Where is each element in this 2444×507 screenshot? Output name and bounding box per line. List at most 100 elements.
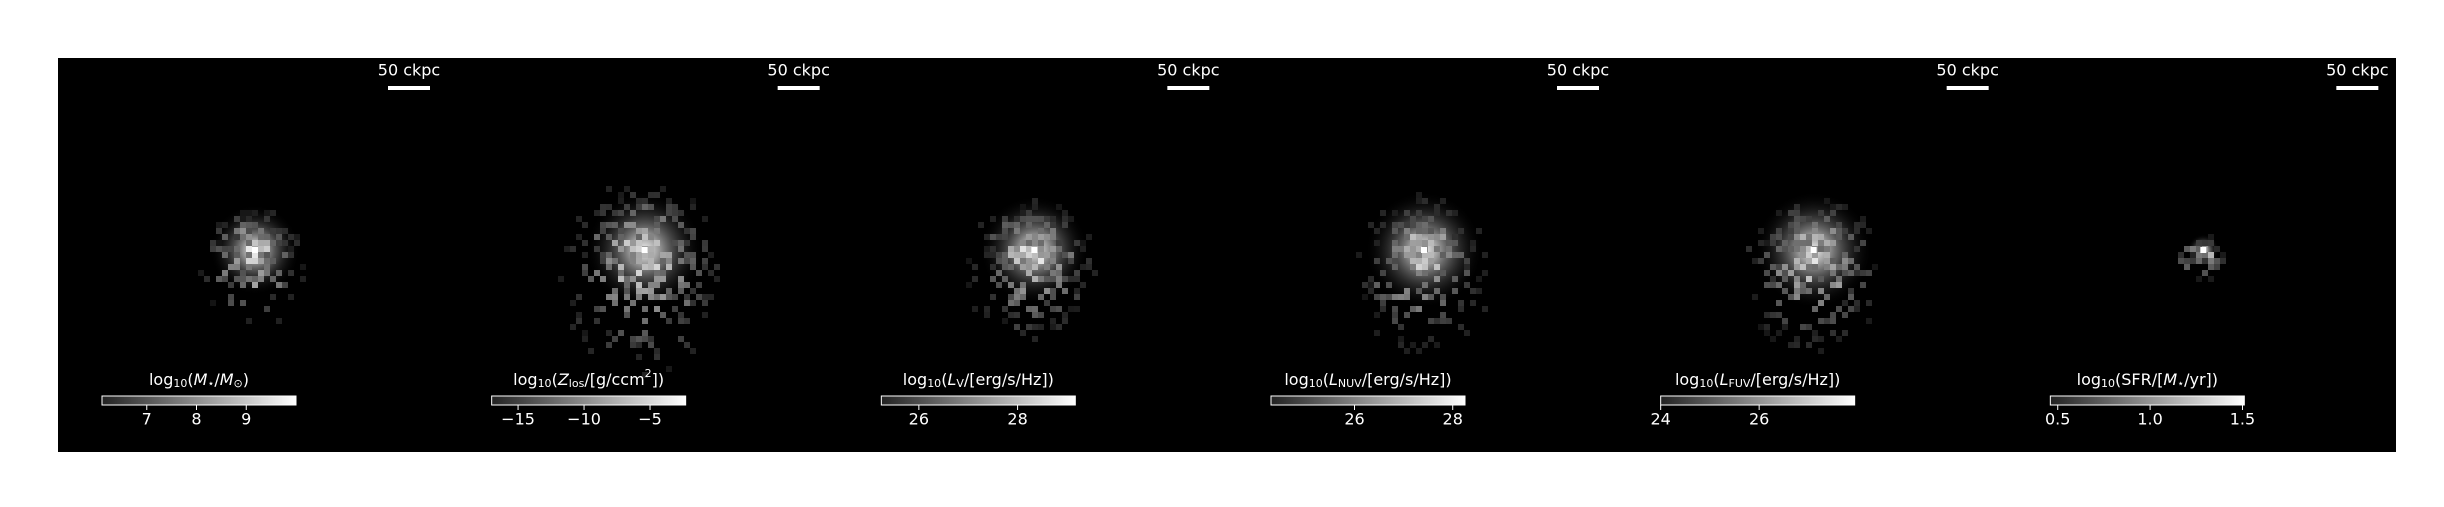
galaxy-pixel: [648, 294, 654, 300]
galaxy-pixel: [666, 258, 672, 264]
galaxy-pixel: [2214, 264, 2220, 270]
galaxy-pixel: [636, 252, 642, 258]
galaxy-pixel: [2184, 258, 2190, 264]
galaxy-pixel: [1470, 240, 1476, 246]
galaxy-pixel: [1416, 222, 1422, 228]
galaxy-pixel: [1002, 216, 1008, 222]
galaxy-pixel: [564, 246, 570, 252]
label-part: L: [947, 370, 956, 389]
galaxy-pixel: [300, 264, 306, 270]
galaxy-pixel: [2208, 258, 2214, 264]
galaxy-pixel: [1764, 330, 1770, 336]
galaxy-pixel: [624, 204, 630, 210]
galaxy-pixel: [240, 276, 246, 282]
galaxy-pixel: [1038, 258, 1044, 264]
galaxy-pixel: [1026, 258, 1032, 264]
galaxy-pixel: [264, 246, 270, 252]
galaxy-pixel: [648, 234, 654, 240]
galaxy-pixel: [246, 210, 252, 216]
galaxy-pixel: [1026, 210, 1032, 216]
galaxy-pixel: [1794, 246, 1800, 252]
galaxy-pixel: [642, 252, 648, 258]
galaxy-pixel: [1056, 282, 1062, 288]
galaxy-pixel: [1002, 264, 1008, 270]
galaxy-pixel: [1050, 306, 1056, 312]
galaxy-pixel: [1452, 234, 1458, 240]
galaxy-pixel: [1770, 336, 1776, 342]
galaxy-pixel: [264, 216, 270, 222]
galaxy-pixel: [1434, 276, 1440, 282]
galaxy-pixel: [1392, 264, 1398, 270]
galaxy-pixel: [648, 192, 654, 198]
galaxy-pixel: [678, 288, 684, 294]
galaxy-pixel: [1464, 264, 1470, 270]
galaxy-pixel: [1404, 210, 1410, 216]
galaxy-pixel: [654, 240, 660, 246]
galaxy-pixel: [666, 264, 672, 270]
galaxy-pixel: [642, 306, 648, 312]
galaxy-pixel: [606, 264, 612, 270]
galaxy-pixel: [216, 228, 222, 234]
galaxy-pixel: [702, 246, 708, 252]
galaxy-pixel: [1422, 252, 1428, 258]
galaxy-pixel: [288, 270, 294, 276]
galaxy-pixel: [1848, 288, 1854, 294]
galaxy-pixel: [648, 246, 654, 252]
galaxy-pixel: [648, 264, 654, 270]
galaxy-pixel: [1014, 312, 1020, 318]
scalebar: [1557, 86, 1599, 90]
galaxy-pixel: [246, 216, 252, 222]
galaxy-pixel: [246, 246, 252, 252]
galaxy-pixel: [1020, 252, 1026, 258]
label-part: 10: [2101, 377, 2115, 390]
galaxy-pixel: [606, 204, 612, 210]
galaxy-pixel: [1446, 318, 1452, 324]
galaxy-pixel: [216, 240, 222, 246]
galaxy-pixel: [660, 186, 666, 192]
galaxy-pixel: [666, 198, 672, 204]
galaxy-pixel: [1788, 222, 1794, 228]
galaxy-pixel: [1452, 276, 1458, 282]
galaxy-pixel: [702, 258, 708, 264]
label-part: (: [552, 370, 558, 389]
galaxy-pixel: [1422, 198, 1428, 204]
galaxy-pixel: [1464, 258, 1470, 264]
galaxy-pixel: [1452, 240, 1458, 246]
galaxy-pixel: [1812, 264, 1818, 270]
galaxy-pixel: [264, 258, 270, 264]
galaxy-pixel: [1482, 270, 1488, 276]
scalebar: [1167, 86, 1210, 90]
galaxy-pixel: [1050, 318, 1056, 324]
label-part: /[erg/s/Hz]): [1750, 370, 1840, 389]
galaxy-pixel: [234, 216, 240, 222]
galaxy-pixel: [654, 348, 660, 354]
galaxy-pixel: [1050, 294, 1056, 300]
galaxy-pixel: [1812, 336, 1818, 342]
galaxy-pixel: [1830, 240, 1836, 246]
galaxy-pixel: [1770, 276, 1776, 282]
galaxy-pixel: [1410, 306, 1416, 312]
galaxy-pixel: [1776, 228, 1782, 234]
galaxy-pixel: [252, 222, 258, 228]
galaxy-pixel: [1818, 246, 1824, 252]
label-part: V: [956, 377, 964, 390]
galaxy-pixel: [612, 294, 618, 300]
galaxy-core: [1421, 247, 1427, 253]
galaxy-pixel: [240, 282, 246, 288]
galaxy-pixel: [642, 318, 648, 324]
galaxy-pixel: [1794, 240, 1800, 246]
galaxy-pixel: [1842, 252, 1848, 258]
galaxy-pixel: [1044, 264, 1050, 270]
galaxy-pixel: [222, 222, 228, 228]
galaxy-pixel: [1782, 288, 1788, 294]
label-part: log: [149, 370, 173, 389]
galaxy-pixel: [1428, 216, 1434, 222]
galaxy-pixel: [288, 294, 294, 300]
galaxy-pixel: [1422, 216, 1428, 222]
galaxy-pixel: [1038, 234, 1044, 240]
galaxy-pixel: [1002, 306, 1008, 312]
galaxy-pixel: [636, 228, 642, 234]
galaxy-pixel: [1800, 234, 1806, 240]
galaxy-pixel: [606, 330, 612, 336]
galaxy-pixel: [714, 264, 720, 270]
